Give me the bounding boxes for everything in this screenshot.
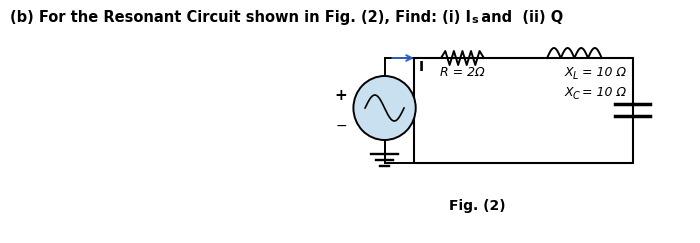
Text: −: − bbox=[336, 119, 348, 133]
Text: s: s bbox=[471, 15, 478, 25]
Text: X: X bbox=[565, 86, 573, 99]
Text: I: I bbox=[419, 60, 423, 74]
Text: = 10 Ω: = 10 Ω bbox=[578, 86, 626, 99]
Text: L: L bbox=[573, 71, 577, 81]
Text: R = 2Ω: R = 2Ω bbox=[440, 66, 485, 79]
Text: Fig. (2): Fig. (2) bbox=[449, 199, 505, 213]
Text: +: + bbox=[335, 88, 348, 104]
Text: X: X bbox=[565, 66, 573, 79]
Circle shape bbox=[354, 76, 416, 140]
Text: = 10 Ω: = 10 Ω bbox=[578, 66, 626, 79]
Text: (b) For the Resonant Circuit shown in Fig. (2), Find: (i) I  and  (ii) Q: (b) For the Resonant Circuit shown in Fi… bbox=[10, 10, 563, 25]
Bar bbox=[414, 58, 633, 163]
Text: C: C bbox=[573, 91, 579, 101]
